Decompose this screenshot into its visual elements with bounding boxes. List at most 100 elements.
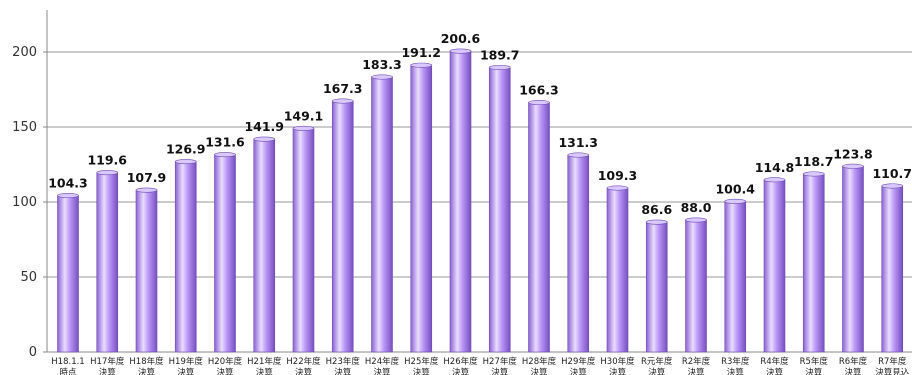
data-label: 88.0 [681, 200, 712, 215]
bar-cap [802, 171, 825, 177]
x-tick-label: H21年度決算 [247, 356, 282, 375]
y-tick-label: 0 [29, 345, 37, 360]
bar-group [253, 136, 276, 353]
y-tick-label: 200 [12, 45, 37, 60]
x-tick-label: H27年度決算 [483, 356, 518, 375]
data-label: 107.9 [127, 170, 167, 185]
data-label: 166.3 [519, 83, 559, 98]
x-tick-label: H20年度決算 [208, 356, 243, 375]
bar [842, 166, 864, 353]
bar-cap [96, 170, 119, 176]
bar [802, 173, 825, 353]
bar-cap [763, 177, 786, 183]
x-tick-label: H30年度決算 [600, 356, 635, 375]
bar [567, 154, 590, 353]
bar [371, 76, 393, 353]
x-tick-label: R3年度決算 [721, 356, 750, 375]
x-tick-label: H24年度決算 [365, 356, 400, 375]
x-tick-label: R7年度決算見込 [875, 356, 910, 375]
bar-cap [528, 100, 550, 106]
bar-group [802, 171, 825, 353]
bar-group [292, 125, 315, 353]
data-label: 114.8 [755, 160, 795, 175]
bar-group [881, 183, 904, 353]
x-tick-label: H22年度決算 [286, 356, 321, 375]
bar [528, 102, 550, 353]
bar [174, 161, 197, 353]
bar-cap [410, 62, 433, 68]
data-label: 119.6 [87, 153, 127, 168]
bar [410, 64, 433, 353]
bar-cap [135, 187, 158, 193]
bar-group [214, 152, 236, 353]
bar-group [567, 152, 590, 353]
data-label: 110.7 [872, 166, 912, 181]
data-label: 109.3 [598, 168, 638, 183]
data-label: 104.3 [48, 176, 88, 191]
bar-cap [724, 198, 747, 204]
bar [763, 179, 786, 353]
bar-group [410, 62, 433, 353]
bar-group [645, 219, 668, 353]
y-axis: 0 50 100 150 200 [12, 10, 48, 360]
bar [331, 100, 354, 353]
data-label: 126.9 [166, 142, 206, 157]
bar-group [371, 74, 393, 353]
bar-cap [449, 48, 472, 54]
bar-cap [842, 163, 864, 169]
bar-cap [214, 152, 236, 158]
bar-group [528, 100, 550, 353]
bar-cap [253, 136, 276, 142]
data-label: 167.3 [323, 81, 363, 96]
x-tick-label: H29年度決算 [561, 356, 596, 375]
bar-cap [292, 125, 315, 131]
data-label: 183.3 [362, 57, 402, 72]
bar-group [606, 185, 629, 353]
bar [488, 67, 511, 353]
y-tick-label: 100 [12, 195, 37, 210]
bar-cap [371, 74, 393, 80]
x-tick-label: H23年度決算 [326, 356, 361, 375]
bar [57, 195, 79, 353]
bar [253, 138, 276, 353]
x-tick-label: R2年度決算 [682, 356, 711, 375]
bar-group [135, 187, 158, 353]
y-tick-label: 50 [20, 270, 37, 285]
x-tick-label: H25年度決算 [404, 356, 439, 375]
data-label: 123.8 [833, 146, 873, 161]
x-tick-label: H26年度決算 [443, 356, 478, 375]
bar [214, 154, 236, 353]
bar-group [174, 159, 197, 353]
bar [449, 50, 472, 353]
bar-cap [685, 217, 707, 223]
bar-cap [174, 159, 197, 165]
bars [57, 48, 904, 353]
bar-cap [331, 98, 354, 104]
data-label: 189.7 [480, 47, 520, 62]
x-tick-label: H17年度決算 [90, 356, 125, 375]
data-label: 118.7 [794, 154, 834, 169]
bar [724, 201, 747, 353]
x-tick-label: R5年度決算 [800, 356, 829, 375]
bar [881, 185, 904, 353]
bar-cap [488, 64, 511, 70]
data-label: 141.9 [244, 119, 284, 134]
bar [645, 221, 668, 353]
bar-group [488, 64, 511, 353]
x-tick-label: R元年度決算 [641, 356, 673, 375]
data-label: 149.1 [284, 108, 324, 123]
bar-cap [881, 183, 904, 189]
bar-group [449, 48, 472, 353]
data-label: 86.6 [641, 202, 672, 217]
bar-group [763, 177, 786, 353]
data-label: 100.4 [715, 181, 755, 196]
x-tick-label: R4年度決算 [760, 356, 789, 375]
y-tick-label: 150 [12, 120, 37, 135]
bar [606, 187, 629, 353]
bar [96, 172, 119, 353]
bar-cap [57, 193, 79, 199]
bar [685, 219, 707, 353]
